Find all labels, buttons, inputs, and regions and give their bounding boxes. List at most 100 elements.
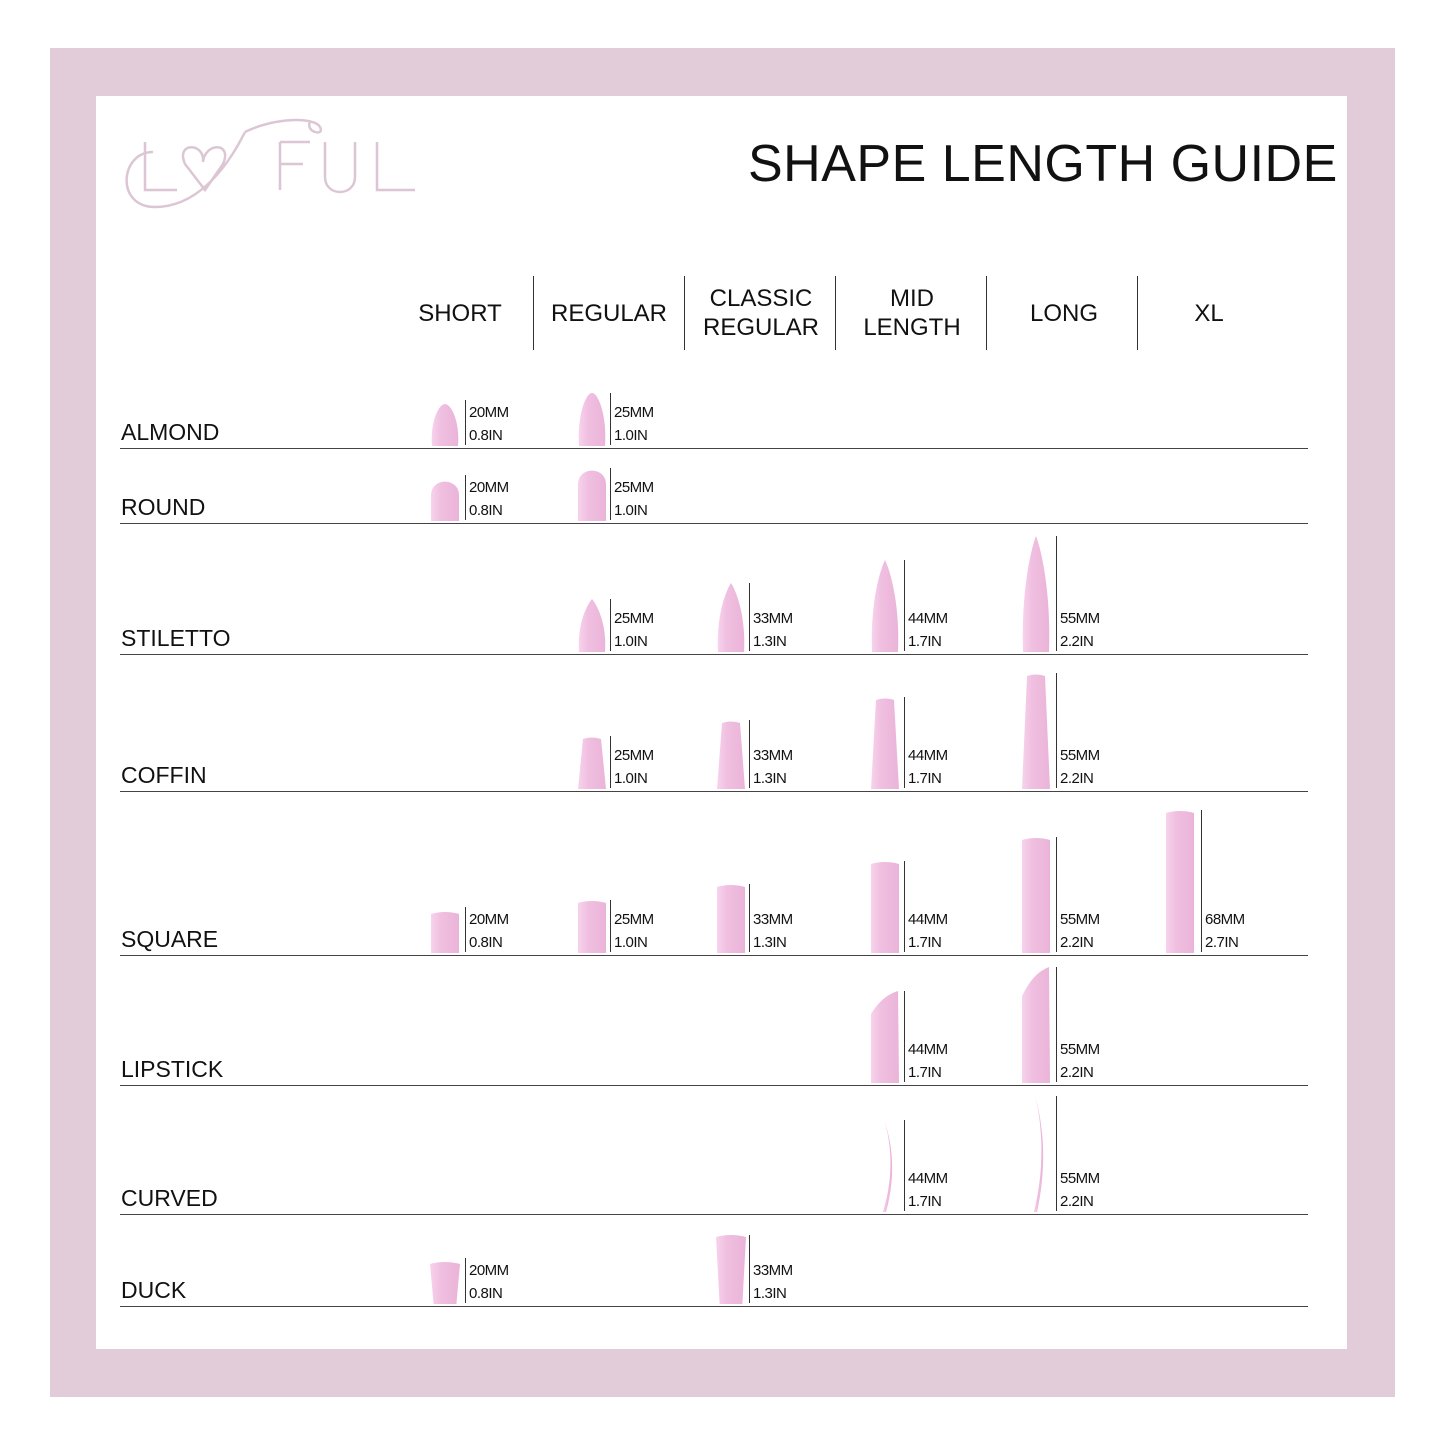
column-divider xyxy=(1137,276,1138,350)
length-in: 1.0IN xyxy=(614,502,648,519)
length-mm: 55MM xyxy=(1060,747,1100,764)
row-label-round: ROUND xyxy=(121,494,206,520)
length-in: 0.8IN xyxy=(469,502,503,519)
lipstick-nail-icon xyxy=(1022,967,1050,1083)
length-in: 1.0IN xyxy=(614,934,648,951)
row-divider xyxy=(120,1306,1308,1307)
measure-line xyxy=(904,1120,905,1211)
measure-line xyxy=(465,475,466,520)
length-mm: 68MM xyxy=(1205,911,1245,928)
measure-line xyxy=(749,884,750,952)
length-mm: 25MM xyxy=(614,404,654,421)
measure-line xyxy=(465,907,466,952)
row-divider xyxy=(120,1085,1308,1086)
length-mm: 20MM xyxy=(469,1262,509,1279)
length-mm: 20MM xyxy=(469,404,509,421)
almond-nail-icon xyxy=(578,393,606,446)
row-divider xyxy=(120,955,1308,956)
square-nail-icon xyxy=(871,862,899,953)
square-nail-icon xyxy=(1022,838,1050,953)
measure-line xyxy=(1056,1096,1057,1211)
measure-line xyxy=(610,736,611,788)
measure-line xyxy=(1056,673,1057,788)
length-mm: 55MM xyxy=(1060,1170,1100,1187)
length-in: 2.7IN xyxy=(1205,934,1239,951)
measure-line xyxy=(904,861,905,952)
square-nail-icon xyxy=(1166,811,1194,953)
measure-line xyxy=(610,468,611,520)
length-mm: 55MM xyxy=(1060,1041,1100,1058)
duck-nail-icon xyxy=(430,1262,460,1304)
length-in: 1.7IN xyxy=(908,1193,942,1210)
square-nail-icon xyxy=(431,912,459,953)
stiletto-nail-icon xyxy=(1022,536,1050,652)
length-in: 0.8IN xyxy=(469,934,503,951)
coffin-nail-icon xyxy=(1022,674,1050,789)
measure-line xyxy=(1056,837,1057,952)
length-mm: 44MM xyxy=(908,1170,948,1187)
length-mm: 33MM xyxy=(753,747,793,764)
measure-line xyxy=(1056,967,1057,1082)
measure-line xyxy=(610,393,611,445)
length-in: 2.2IN xyxy=(1060,633,1094,650)
length-in: 1.0IN xyxy=(614,633,648,650)
column-divider xyxy=(684,276,685,350)
measure-line xyxy=(465,400,466,445)
round-nail-icon xyxy=(431,481,459,521)
measure-line xyxy=(749,720,750,788)
measure-line xyxy=(904,697,905,788)
length-mm: 25MM xyxy=(614,610,654,627)
length-in: 1.3IN xyxy=(753,633,787,650)
page-title: SHAPE LENGTH GUIDE xyxy=(748,135,1338,193)
measure-line xyxy=(904,560,905,651)
measure-line xyxy=(610,900,611,952)
column-header-regular: REGULAR xyxy=(550,299,668,327)
length-in: 1.3IN xyxy=(753,770,787,787)
length-in: 1.7IN xyxy=(908,770,942,787)
duck-nail-icon xyxy=(716,1235,746,1304)
length-mm: 55MM xyxy=(1060,911,1100,928)
column-header-classic-regular: CLASSIC REGULAR xyxy=(702,285,820,341)
length-in: 0.8IN xyxy=(469,427,503,444)
row-divider xyxy=(120,523,1308,524)
content-panel xyxy=(96,96,1347,1349)
row-label-stiletto: STILETTO xyxy=(121,625,231,651)
length-mm: 44MM xyxy=(908,610,948,627)
measure-line xyxy=(749,583,750,651)
length-in: 1.7IN xyxy=(908,934,942,951)
row-label-almond: ALMOND xyxy=(121,419,220,445)
length-in: 2.2IN xyxy=(1060,1064,1094,1081)
coffin-nail-icon xyxy=(871,698,899,789)
length-mm: 44MM xyxy=(908,747,948,764)
row-label-lipstick: LIPSTICK xyxy=(121,1056,224,1082)
measure-line xyxy=(1056,536,1057,651)
length-in: 1.0IN xyxy=(614,770,648,787)
column-header-mid-length: MID LENGTH xyxy=(863,285,961,341)
column-header-long: LONG xyxy=(1029,299,1098,327)
column-header-short: SHORT xyxy=(418,299,502,327)
row-label-square: SQUARE xyxy=(121,926,219,952)
measure-line xyxy=(749,1235,750,1303)
column-divider xyxy=(986,276,987,350)
lipstick-nail-icon xyxy=(871,991,899,1083)
coffin-nail-icon xyxy=(578,737,606,789)
square-nail-icon xyxy=(717,885,745,953)
measure-line xyxy=(1201,810,1202,952)
square-nail-icon xyxy=(578,901,606,953)
length-mm: 33MM xyxy=(753,911,793,928)
length-in: 2.2IN xyxy=(1060,934,1094,951)
measure-line xyxy=(465,1258,466,1303)
round-nail-icon xyxy=(578,470,606,521)
length-in: 1.3IN xyxy=(753,934,787,951)
row-divider xyxy=(120,448,1308,449)
measure-line xyxy=(610,599,611,651)
length-in: 1.0IN xyxy=(614,427,648,444)
length-mm: 33MM xyxy=(753,610,793,627)
length-in: 2.2IN xyxy=(1060,1193,1094,1210)
length-mm: 25MM xyxy=(614,911,654,928)
stiletto-nail-icon xyxy=(871,560,899,652)
column-header-xl: XL xyxy=(1194,299,1224,327)
almond-nail-icon xyxy=(431,404,459,446)
column-divider xyxy=(533,276,534,350)
